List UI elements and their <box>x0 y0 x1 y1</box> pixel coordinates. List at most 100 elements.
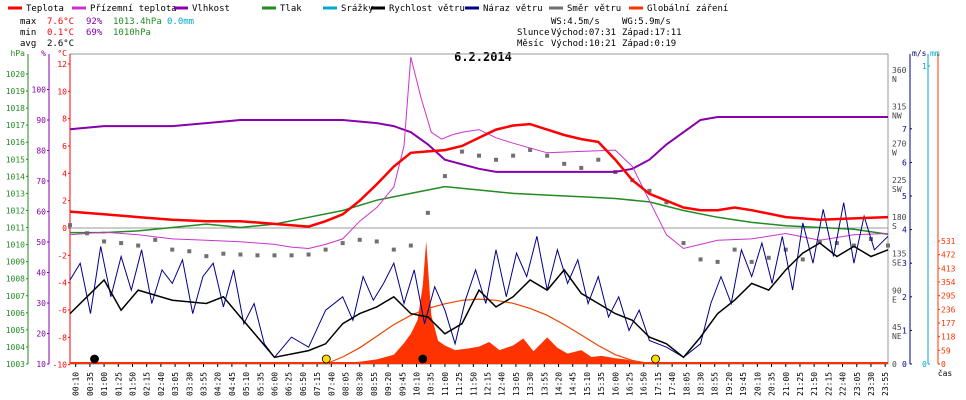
ms-tick: 5 <box>902 192 907 201</box>
degc-tick: 10 <box>57 87 67 96</box>
x-tick: 06:25 <box>285 372 294 396</box>
degc-tick: 8 <box>62 115 67 124</box>
hpa-tick: 1007 <box>6 292 25 301</box>
degc-tick: 0 <box>62 224 67 233</box>
x-tick: 07:15 <box>313 372 322 396</box>
wind-dir-point <box>800 257 805 262</box>
hpa-tick: 1003 <box>6 360 25 369</box>
x-tick: 11:50 <box>469 372 478 396</box>
x-axis: 00:10 00:35 01:00 01:25 01:50 02:15 02:40 03:05… <box>72 364 890 396</box>
dir-tick: S <box>892 222 897 231</box>
x-tick: 08:30 <box>356 372 365 396</box>
stat-max-temp: 7.6°C <box>47 17 74 27</box>
wind-dir-point <box>749 259 754 264</box>
x-tick: 22:40 <box>839 372 848 396</box>
hpa-tick: 1008 <box>6 275 25 284</box>
rad-tick: 354 <box>941 278 956 287</box>
stat-min-label: min <box>20 28 36 38</box>
info-moon: Měsíc <box>517 39 544 49</box>
x-tick: 06:00 <box>271 372 280 396</box>
legend-entry: Rychlost větru <box>389 4 465 14</box>
legend-entry: Náraz větru <box>483 4 543 14</box>
x-tick: 12:40 <box>498 372 507 396</box>
sunrise-marker <box>321 354 331 364</box>
mm-tick: 0 <box>922 360 927 369</box>
x-tick: 14:45 <box>569 372 578 396</box>
wind-dir-point <box>102 239 107 244</box>
pct-tick: 10 <box>36 360 46 369</box>
x-tick: 00:10 <box>72 372 81 396</box>
x-tick: 08:55 <box>370 372 379 396</box>
dir-tick: SE <box>892 259 902 268</box>
x-tick: 19:20 <box>725 372 734 396</box>
degc-tick: 6 <box>62 142 67 151</box>
info-sunset: Západ:17:11 <box>622 28 682 38</box>
moonset-marker <box>90 354 99 364</box>
x-tick: 01:25 <box>114 372 123 396</box>
wind-dir-point <box>494 157 499 162</box>
hpa-axis-label: hPa <box>11 49 26 58</box>
stat-min-temp: 0.1°C <box>47 28 74 38</box>
x-tick: 21:00 <box>782 372 791 396</box>
pct-tick: 80 <box>36 147 46 156</box>
info-wg: WG:5.9m/s <box>622 17 671 27</box>
x-tick: 13:55 <box>540 372 549 396</box>
rad-tick: 118 <box>941 333 956 342</box>
hpa-tick: 1016 <box>6 138 25 147</box>
pct-tick: 30 <box>36 299 46 308</box>
wind-dir-point <box>68 223 72 228</box>
x-tick: 04:45 <box>228 372 237 396</box>
pct-tick: 90 <box>36 116 46 125</box>
wind-dir-point <box>579 165 584 170</box>
wind-dir-point <box>255 253 260 258</box>
wind-dir-point <box>562 161 567 166</box>
hpa-tick: 1011 <box>6 224 25 233</box>
wind-dir-point <box>170 247 175 252</box>
wind-dir-point <box>374 239 379 244</box>
dir-tick: 135 <box>892 250 907 259</box>
pct-axis-label: % <box>41 49 46 58</box>
hpa-tick: 1014 <box>6 172 25 181</box>
x-tick: 09:45 <box>398 372 407 396</box>
wind-dir-point <box>187 249 192 254</box>
legend-entry: Vlhkost <box>192 4 230 14</box>
hpa-tick: 1005 <box>6 326 25 335</box>
ms-tick: 3 <box>902 259 907 268</box>
dir-tick: NW <box>892 112 902 121</box>
wind-dir-point <box>766 255 771 260</box>
wind-dir-point <box>323 247 328 252</box>
wind-dir-point <box>340 241 345 246</box>
ms-tick: 2 <box>902 293 907 302</box>
legend-entry: Tlak <box>280 4 302 14</box>
hpa-tick: 1006 <box>6 309 25 318</box>
x-tick: 23:30 <box>867 372 876 396</box>
wind-dir-point <box>851 243 856 248</box>
degc-tick: 12 <box>57 60 67 69</box>
ms-tick: 7 <box>902 125 907 134</box>
x-tick: 18:05 <box>682 372 691 396</box>
pct-tick: 100 <box>32 86 47 95</box>
pct-tick: 70 <box>36 177 46 186</box>
x-tick: 20:35 <box>768 372 777 396</box>
wind-dir-point <box>391 247 396 252</box>
x-tick: 10:10 <box>413 372 422 396</box>
pct-tick: 40 <box>36 269 46 278</box>
wind-dir-point <box>306 252 311 257</box>
mm-tick: 1 <box>922 62 927 71</box>
ms-tick: 1 <box>902 326 907 335</box>
x-tick: 12:15 <box>484 372 493 396</box>
dir-tick: 225 <box>892 176 907 185</box>
legend-entry: Srážky <box>341 4 374 14</box>
info-sun: Slunce <box>517 28 550 38</box>
degc-tick: -2 <box>57 251 67 260</box>
x-tick: 09:20 <box>384 372 393 396</box>
wind-dir-point <box>459 149 464 154</box>
hpa-tick: 1012 <box>6 206 25 215</box>
x-tick: 07:40 <box>327 372 336 396</box>
info-ws: WS:4.5m/s <box>551 17 600 27</box>
wind-dir-point <box>834 241 839 246</box>
dir-tick: 0 <box>892 360 897 369</box>
hpa-tick: 1013 <box>6 189 25 198</box>
degc-tick: -10 <box>53 361 68 370</box>
